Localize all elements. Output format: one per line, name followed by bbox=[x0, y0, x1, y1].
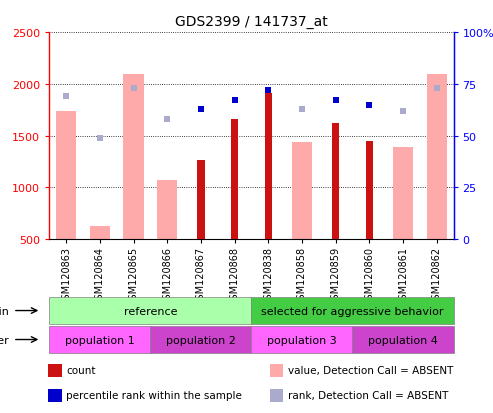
Bar bbox=[270, 364, 283, 377]
Bar bbox=[197, 161, 205, 240]
Bar bbox=[150, 326, 251, 353]
Bar bbox=[393, 148, 413, 240]
Bar bbox=[352, 326, 454, 353]
Bar bbox=[251, 326, 352, 353]
Bar bbox=[332, 124, 339, 240]
Text: population 2: population 2 bbox=[166, 335, 236, 345]
Text: population 3: population 3 bbox=[267, 335, 337, 345]
Text: selected for aggressive behavior: selected for aggressive behavior bbox=[261, 306, 444, 316]
Text: population 4: population 4 bbox=[368, 335, 438, 345]
Text: other: other bbox=[0, 335, 9, 345]
Bar bbox=[49, 297, 251, 324]
Text: value, Detection Call = ABSENT: value, Detection Call = ABSENT bbox=[288, 365, 453, 375]
Bar bbox=[231, 120, 238, 240]
Bar bbox=[49, 326, 150, 353]
Bar bbox=[56, 112, 76, 240]
Text: rank, Detection Call = ABSENT: rank, Detection Call = ABSENT bbox=[288, 390, 448, 401]
Bar bbox=[265, 94, 272, 240]
Bar bbox=[123, 74, 143, 240]
Text: population 1: population 1 bbox=[65, 335, 135, 345]
Bar bbox=[426, 74, 447, 240]
Bar bbox=[48, 389, 62, 402]
Bar bbox=[292, 142, 312, 240]
Bar bbox=[366, 142, 373, 240]
Bar bbox=[90, 226, 110, 240]
Bar bbox=[270, 389, 283, 402]
Text: strain: strain bbox=[0, 306, 9, 316]
Text: percentile rank within the sample: percentile rank within the sample bbox=[66, 390, 242, 401]
Title: GDS2399 / 141737_at: GDS2399 / 141737_at bbox=[175, 15, 328, 29]
Text: count: count bbox=[66, 365, 96, 375]
Bar bbox=[251, 297, 454, 324]
Text: reference: reference bbox=[124, 306, 177, 316]
Bar bbox=[157, 181, 177, 240]
Bar bbox=[48, 364, 62, 377]
